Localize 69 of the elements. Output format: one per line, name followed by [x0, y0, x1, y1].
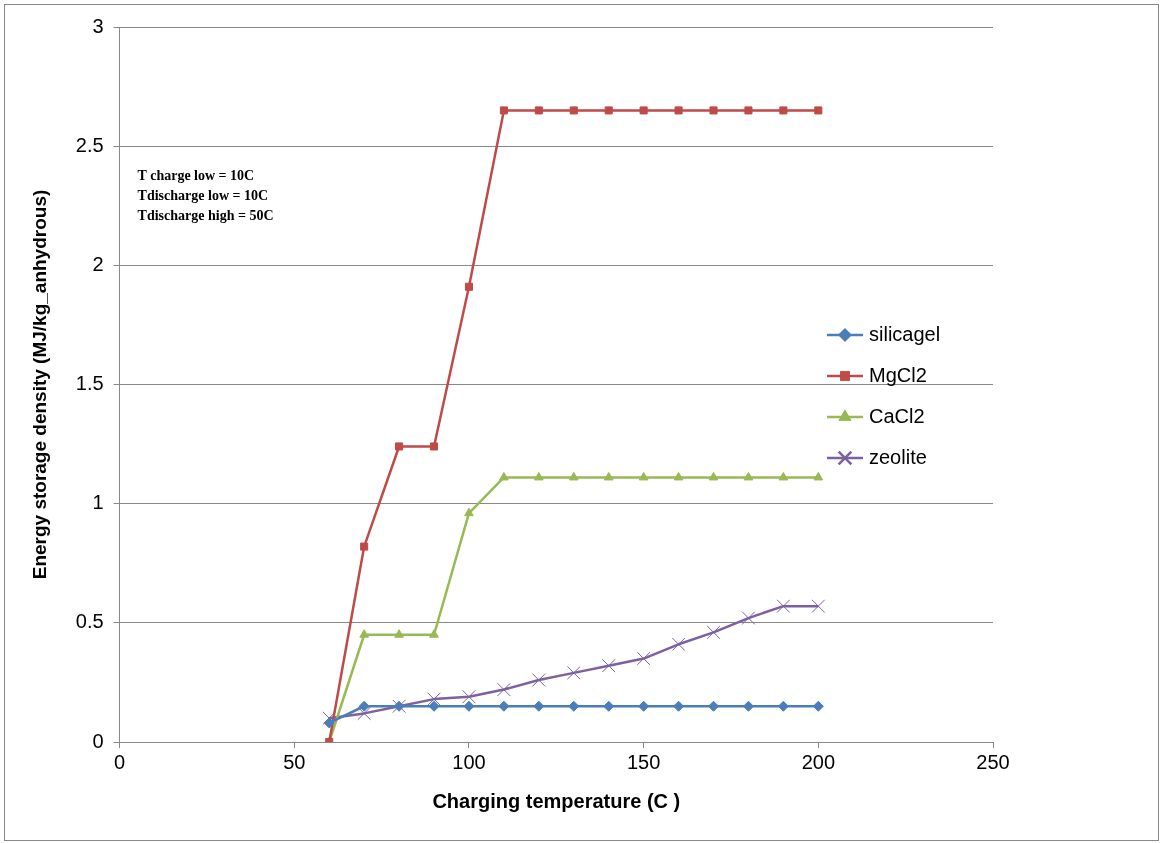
y-tick-label: 3 — [92, 14, 104, 37]
annotation: Tdischarge low = 10C — [137, 187, 269, 203]
point — [568, 471, 579, 481]
point — [744, 106, 753, 115]
point — [359, 629, 369, 638]
y-tick-label: 2 — [92, 252, 104, 275]
point — [360, 542, 369, 551]
x-tick-label: 200 — [801, 750, 836, 773]
point — [743, 471, 754, 481]
point — [674, 106, 683, 115]
point — [358, 700, 370, 712]
legend-label: MgCl2 — [869, 363, 927, 386]
point — [394, 629, 404, 638]
point — [534, 471, 544, 481]
point — [464, 282, 473, 291]
legend-label: CaCl2 — [869, 404, 925, 427]
point — [531, 673, 546, 687]
point — [534, 106, 543, 115]
point — [709, 106, 718, 115]
point — [778, 471, 789, 481]
x-tick-label: 0 — [114, 750, 126, 773]
annotation: T charge low = 10C — [137, 167, 255, 183]
point — [671, 637, 686, 652]
legend-label: silicagel — [869, 322, 941, 345]
point — [464, 507, 474, 517]
point — [566, 666, 581, 680]
x-tick-label: 150 — [626, 750, 661, 773]
point — [604, 106, 613, 115]
point — [499, 471, 509, 481]
y-axis-title: Energy storage density (MJ/kg_anhydrous) — [28, 189, 50, 580]
point — [395, 442, 404, 451]
point — [497, 682, 511, 697]
point — [357, 706, 372, 721]
y-tick-label: 1.5 — [75, 372, 104, 395]
annotation: Tdischarge high = 50C — [137, 207, 274, 223]
point — [741, 611, 756, 625]
point — [499, 106, 508, 115]
y-tick-label: 2.5 — [75, 133, 104, 156]
point — [427, 692, 441, 706]
point — [463, 700, 475, 712]
point — [428, 700, 440, 712]
point — [603, 471, 614, 481]
legend-label: zeolite — [869, 445, 927, 468]
point — [323, 717, 335, 729]
point — [569, 106, 578, 115]
point — [673, 471, 684, 481]
point — [813, 471, 824, 481]
point — [636, 651, 651, 666]
point — [498, 700, 510, 712]
point — [779, 106, 788, 115]
point — [706, 625, 721, 640]
y-tick-label: 1 — [92, 491, 104, 514]
point — [601, 658, 616, 673]
point — [638, 471, 649, 481]
point — [533, 700, 545, 712]
y-tick-label: 0 — [92, 729, 104, 752]
y-tick-label: 0.5 — [75, 610, 104, 633]
x-tick-label: 250 — [976, 750, 1010, 773]
point — [429, 629, 439, 638]
x-tick-label: 100 — [452, 750, 486, 773]
x-tick-label: 50 — [283, 750, 306, 773]
point — [708, 471, 719, 481]
point — [639, 106, 648, 115]
point — [429, 442, 439, 451]
point — [776, 599, 791, 614]
point — [811, 599, 826, 614]
x-axis-title: Charging temperature (C ) — [432, 789, 681, 812]
point — [814, 106, 823, 115]
point — [462, 689, 476, 704]
